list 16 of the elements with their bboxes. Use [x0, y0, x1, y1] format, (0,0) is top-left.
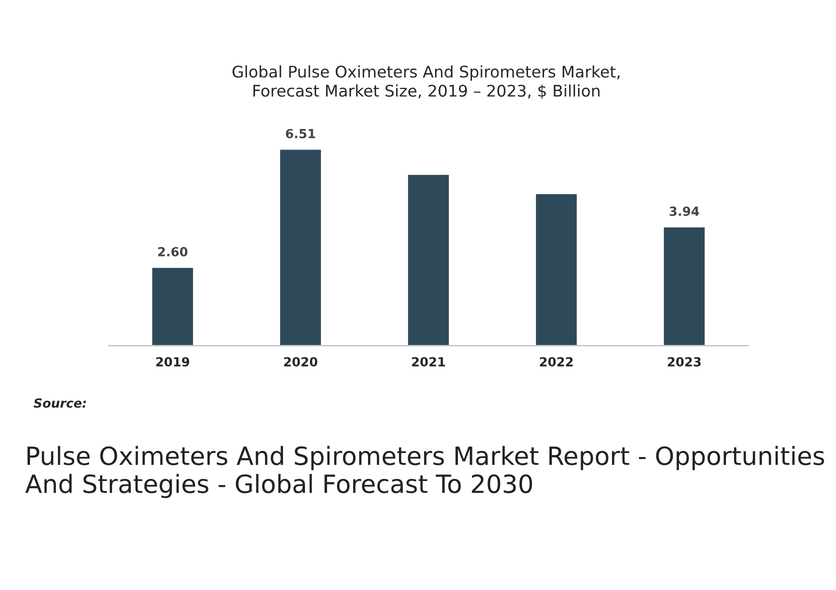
data-label: 2.60 — [158, 246, 188, 256]
x-tick-label: 2022 — [540, 357, 573, 367]
text: Pulse Oximeters And Spirometers Market Report - Opportunities And Strategies - Global Forecast To 2030 — [25, 446, 824, 498]
bar — [150, 266, 194, 346]
bar — [406, 173, 450, 346]
x-tick-label: 2021 — [412, 357, 445, 367]
x-tick-label: 2019 — [156, 357, 190, 367]
chart-title: Global Pulse Oximeters And Spirometers Market, Forecast Market Size, 2019 – 2023, $ Billion — [232, 65, 620, 99]
bar — [278, 148, 322, 346]
data-label: 6.51 — [286, 128, 316, 138]
data-label: 3.94 — [670, 206, 700, 216]
source-note: Source: — [34, 398, 86, 408]
bar — [662, 226, 706, 346]
x-tick-label: 2020 — [284, 357, 318, 367]
x-tick-label: 2023 — [668, 357, 701, 367]
bar — [534, 192, 578, 346]
